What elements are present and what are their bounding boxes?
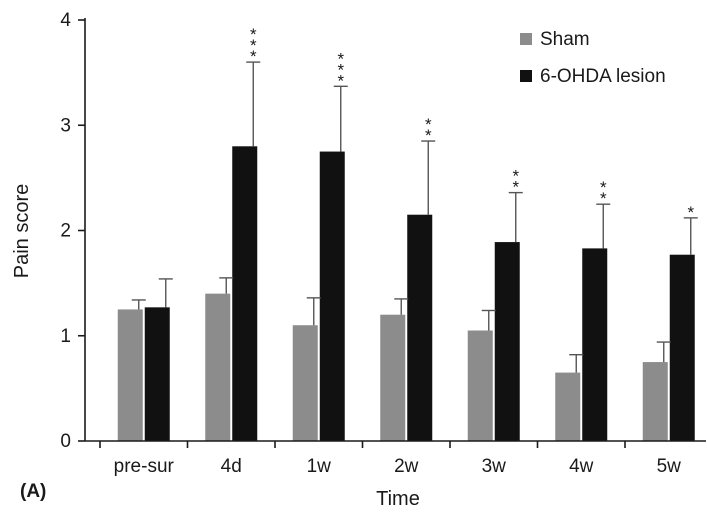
y-tick-label: 4 — [60, 10, 71, 31]
bar-6-ohda-lesion-5w — [669, 254, 695, 441]
bar-6-ohda-lesion-2w — [407, 214, 433, 441]
x-axis-title: Time — [376, 488, 420, 510]
legend-swatch-sham — [520, 33, 532, 45]
significance-star: * — [512, 178, 519, 197]
bar-sham-4d — [205, 293, 231, 441]
bar-sham-1w — [292, 325, 318, 441]
significance-star: * — [425, 115, 432, 134]
significance-star: * — [250, 25, 257, 44]
significance-layer: ************* — [250, 25, 695, 222]
significance-star: * — [600, 178, 607, 197]
bar-sham-pre-sur — [117, 309, 143, 441]
legend: Sham 6-OHDA lesion — [520, 29, 666, 87]
x-tick-label: 4w — [569, 456, 594, 477]
legend-label-sham: Sham — [540, 29, 590, 50]
bar-sham-5w — [642, 362, 668, 441]
bar-6-ohda-lesion-1w — [319, 151, 345, 441]
significance-star: * — [337, 71, 344, 90]
significance-star: * — [337, 60, 344, 79]
y-tick-label: 3 — [60, 115, 71, 136]
bar-6-ohda-lesion-4d — [232, 146, 258, 442]
x-tick-label: 3w — [482, 456, 507, 477]
x-tick-label: 4d — [221, 456, 242, 477]
y-axis-title: Pain score — [11, 184, 33, 279]
significance-star: * — [250, 47, 257, 66]
bar-sham-2w — [380, 314, 406, 441]
significance-star: * — [687, 203, 694, 222]
significance-star: * — [337, 49, 344, 68]
x-tick-label: 5w — [657, 456, 682, 477]
bar-sham-3w — [467, 330, 493, 441]
legend-label-6-ohda-lesion: 6-OHDA lesion — [540, 66, 666, 87]
y-tick-label: 0 — [60, 431, 71, 452]
bar-6-ohda-lesion-pre-sur — [144, 307, 170, 441]
panel-label: (A) — [20, 481, 46, 502]
x-ticks: pre-sur 4d 1w 2w 3w 4w 5w — [99, 441, 682, 477]
significance-star: * — [425, 126, 432, 145]
significance-star: * — [250, 36, 257, 55]
bar-sham-4w — [555, 372, 581, 441]
error-bars-layer — [131, 61, 698, 373]
bar-6-ohda-lesion-3w — [494, 242, 520, 441]
legend-swatch-6-ohda-lesion — [520, 70, 532, 82]
significance-star: * — [512, 167, 519, 186]
x-tick-label: pre-sur — [114, 456, 175, 477]
x-tick-label: 2w — [394, 456, 419, 477]
bars-layer — [117, 146, 695, 442]
y-tick-label: 1 — [60, 326, 71, 347]
y-ticks: 0 1 2 3 4 — [60, 10, 85, 452]
bar-6-ohda-lesion-4w — [582, 248, 608, 441]
significance-star: * — [600, 189, 607, 208]
x-tick-label: 1w — [307, 456, 332, 477]
y-tick-label: 2 — [60, 221, 71, 242]
